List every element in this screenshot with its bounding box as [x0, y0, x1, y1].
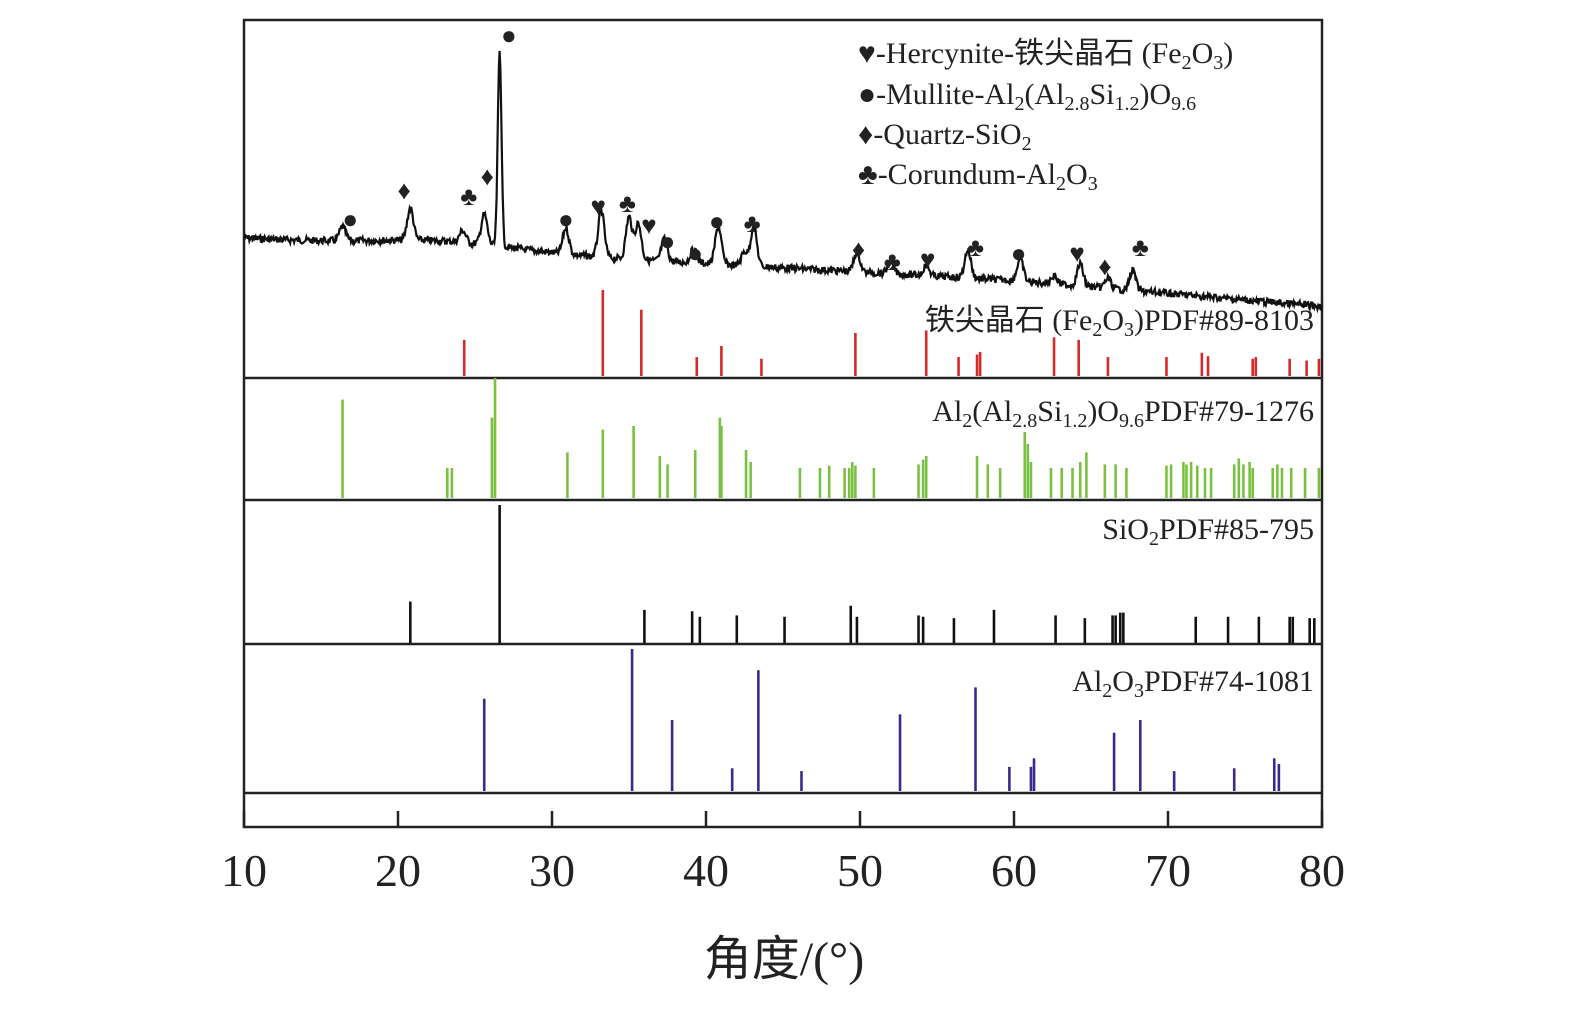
x-tick-label: 80 [1299, 845, 1345, 896]
legend-hercynite-sub1: 2 [1182, 52, 1192, 74]
heart-icon: ♥ [858, 37, 876, 70]
legend-mullite-sub2: 2.8 [1064, 93, 1089, 115]
diamond-icon: ♦ [858, 118, 873, 151]
corundum-label-s2: 3 [1134, 680, 1144, 702]
diamond-marker: ♦ [852, 235, 865, 264]
circle-icon: ● [858, 78, 876, 111]
hercynite-label-post: )PDF#89-8103 [1134, 304, 1314, 337]
legend-mullite-sub3: 1.2 [1114, 93, 1139, 115]
x-axis-title: 角度/(°) [704, 933, 865, 986]
legend-mullite-mid2: Si [1089, 78, 1114, 111]
reference-hercynite [462, 290, 1321, 376]
x-tick-label: 50 [837, 845, 883, 896]
club-marker: ♣ [884, 247, 901, 276]
circle-marker: ● [709, 207, 725, 236]
x-tick-label: 40 [683, 845, 729, 896]
legend-entry-quartz: ♦-Quartz-SiO2 [858, 118, 1032, 155]
club-marker: ♣ [619, 189, 636, 218]
panel-label-corundum: Al2O3PDF#74-1081 [1072, 665, 1314, 702]
panel-frames [242, 18, 1324, 829]
diamond-marker: ♦ [481, 162, 494, 191]
legend-entry-mullite: ●-Mullite-Al2(Al2.8Si1.2)O9.6 [858, 78, 1196, 115]
legend-corundum-sub1: 2 [1056, 173, 1066, 195]
corundum-label-pre: Al [1072, 665, 1102, 698]
legend-quartz-label: -Quartz-SiO [873, 118, 1021, 151]
mullite-label-m2: Si [1037, 395, 1062, 428]
hercynite-label-s2: 3 [1124, 319, 1134, 341]
club-marker: ♣ [967, 233, 984, 262]
legend-corundum-sub2: 3 [1088, 173, 1098, 195]
diamond-marker: ♦ [1098, 252, 1111, 281]
mullite-label-s1: 2 [962, 410, 972, 432]
peak-markers: ●♦ ♣♦●● ♥ ♣♥● ●● ♣♦ ♣ ♥ ♣ ● ♥ ♦♣ [342, 21, 1148, 281]
legend-mullite-label: -Mullite-Al [876, 78, 1014, 111]
x-tick-label: 20 [375, 845, 421, 896]
club-marker: ♣ [744, 209, 761, 238]
heart-marker: ♥ [590, 192, 605, 221]
mullite-label-pre: Al [932, 395, 962, 428]
quartz-label-s1: 2 [1149, 528, 1159, 550]
reference-quartz [409, 505, 1316, 643]
legend-mullite-mid3: )O [1139, 78, 1171, 111]
xrd-curve [243, 50, 1324, 314]
legend-corundum-mid: O [1066, 158, 1088, 191]
quartz-label-pre: SiO [1102, 513, 1149, 546]
hercynite-label-pre: 铁尖晶石 (Fe [925, 304, 1093, 337]
heart-marker: ♥ [1069, 239, 1084, 268]
circle-marker: ● [1011, 239, 1027, 268]
circle-marker: ● [558, 205, 574, 234]
legend-hercynite-tail: ) [1223, 37, 1233, 70]
reference-patterns [341, 290, 1321, 791]
legend-hercynite-label: -Hercynite-铁尖晶石 (Fe [876, 37, 1182, 70]
panel-label-hercynite: 铁尖晶石 (Fe2O3)PDF#89-8103 [925, 304, 1314, 341]
reference-mullite [341, 378, 1321, 498]
mullite-label-m1: (Al [972, 395, 1012, 428]
legend-hercynite-mid: O [1192, 37, 1214, 70]
mullite-label-s3: 1.2 [1062, 410, 1087, 432]
circle-marker: ● [660, 227, 676, 256]
diamond-marker: ♦ [398, 176, 411, 205]
x-tick-label: 10 [221, 845, 267, 896]
heart-marker: ♥ [920, 245, 935, 274]
mullite-label-post: PDF#79-1276 [1144, 395, 1314, 428]
xrd-pattern [243, 50, 1324, 314]
corundum-label-s1: 2 [1102, 680, 1112, 702]
club-marker: ♣ [1132, 233, 1149, 262]
hercynite-label-s1: 2 [1092, 319, 1102, 341]
x-tick-label: 60 [991, 845, 1037, 896]
legend-hercynite-sub2: 3 [1213, 52, 1223, 74]
legend-quartz-sub1: 2 [1022, 133, 1032, 155]
mullite-label-m3: )O [1087, 395, 1119, 428]
mullite-label-s4: 9.6 [1119, 410, 1144, 432]
corundum-label-post: PDF#74-1081 [1144, 665, 1314, 698]
reference-corundum [482, 649, 1281, 791]
heart-marker: ♥ [641, 211, 656, 240]
legend-mullite-sub4: 9.6 [1171, 93, 1196, 115]
x-tick-label: 70 [1145, 845, 1191, 896]
x-tick-label: 30 [529, 845, 575, 896]
club-icon: ♣ [858, 158, 878, 191]
legend-entry-hercynite: ♥-Hercynite-铁尖晶石 (Fe2O3) [858, 37, 1233, 74]
legend: ♥-Hercynite-铁尖晶石 (Fe2O3) ●-Mullite-Al2(A… [858, 37, 1233, 195]
plot-frame [242, 18, 1324, 829]
legend-entry-corundum: ♣-Corundum-Al2O3 [858, 158, 1098, 195]
quartz-label-post: PDF#85-795 [1159, 513, 1314, 546]
circle-marker: ● [501, 21, 517, 50]
legend-mullite-mid: (Al [1024, 78, 1064, 111]
mullite-label-s2: 2.8 [1012, 410, 1037, 432]
club-marker: ♣ [460, 182, 477, 211]
panel-label-mullite: Al2(Al2.8Si1.2)O9.6PDF#79-1276 [932, 395, 1314, 432]
circle-marker: ● [342, 205, 358, 234]
legend-mullite-sub1: 2 [1014, 93, 1024, 115]
hercynite-label-m1: O [1102, 304, 1124, 337]
corundum-label-m1: O [1112, 665, 1134, 698]
x-axis: 10 20 30 40 50 60 70 80 [221, 811, 1345, 896]
legend-corundum-label: -Corundum-Al [878, 158, 1056, 191]
circle-marker: ● [687, 239, 703, 268]
panel-label-quartz: SiO2PDF#85-795 [1102, 513, 1314, 550]
